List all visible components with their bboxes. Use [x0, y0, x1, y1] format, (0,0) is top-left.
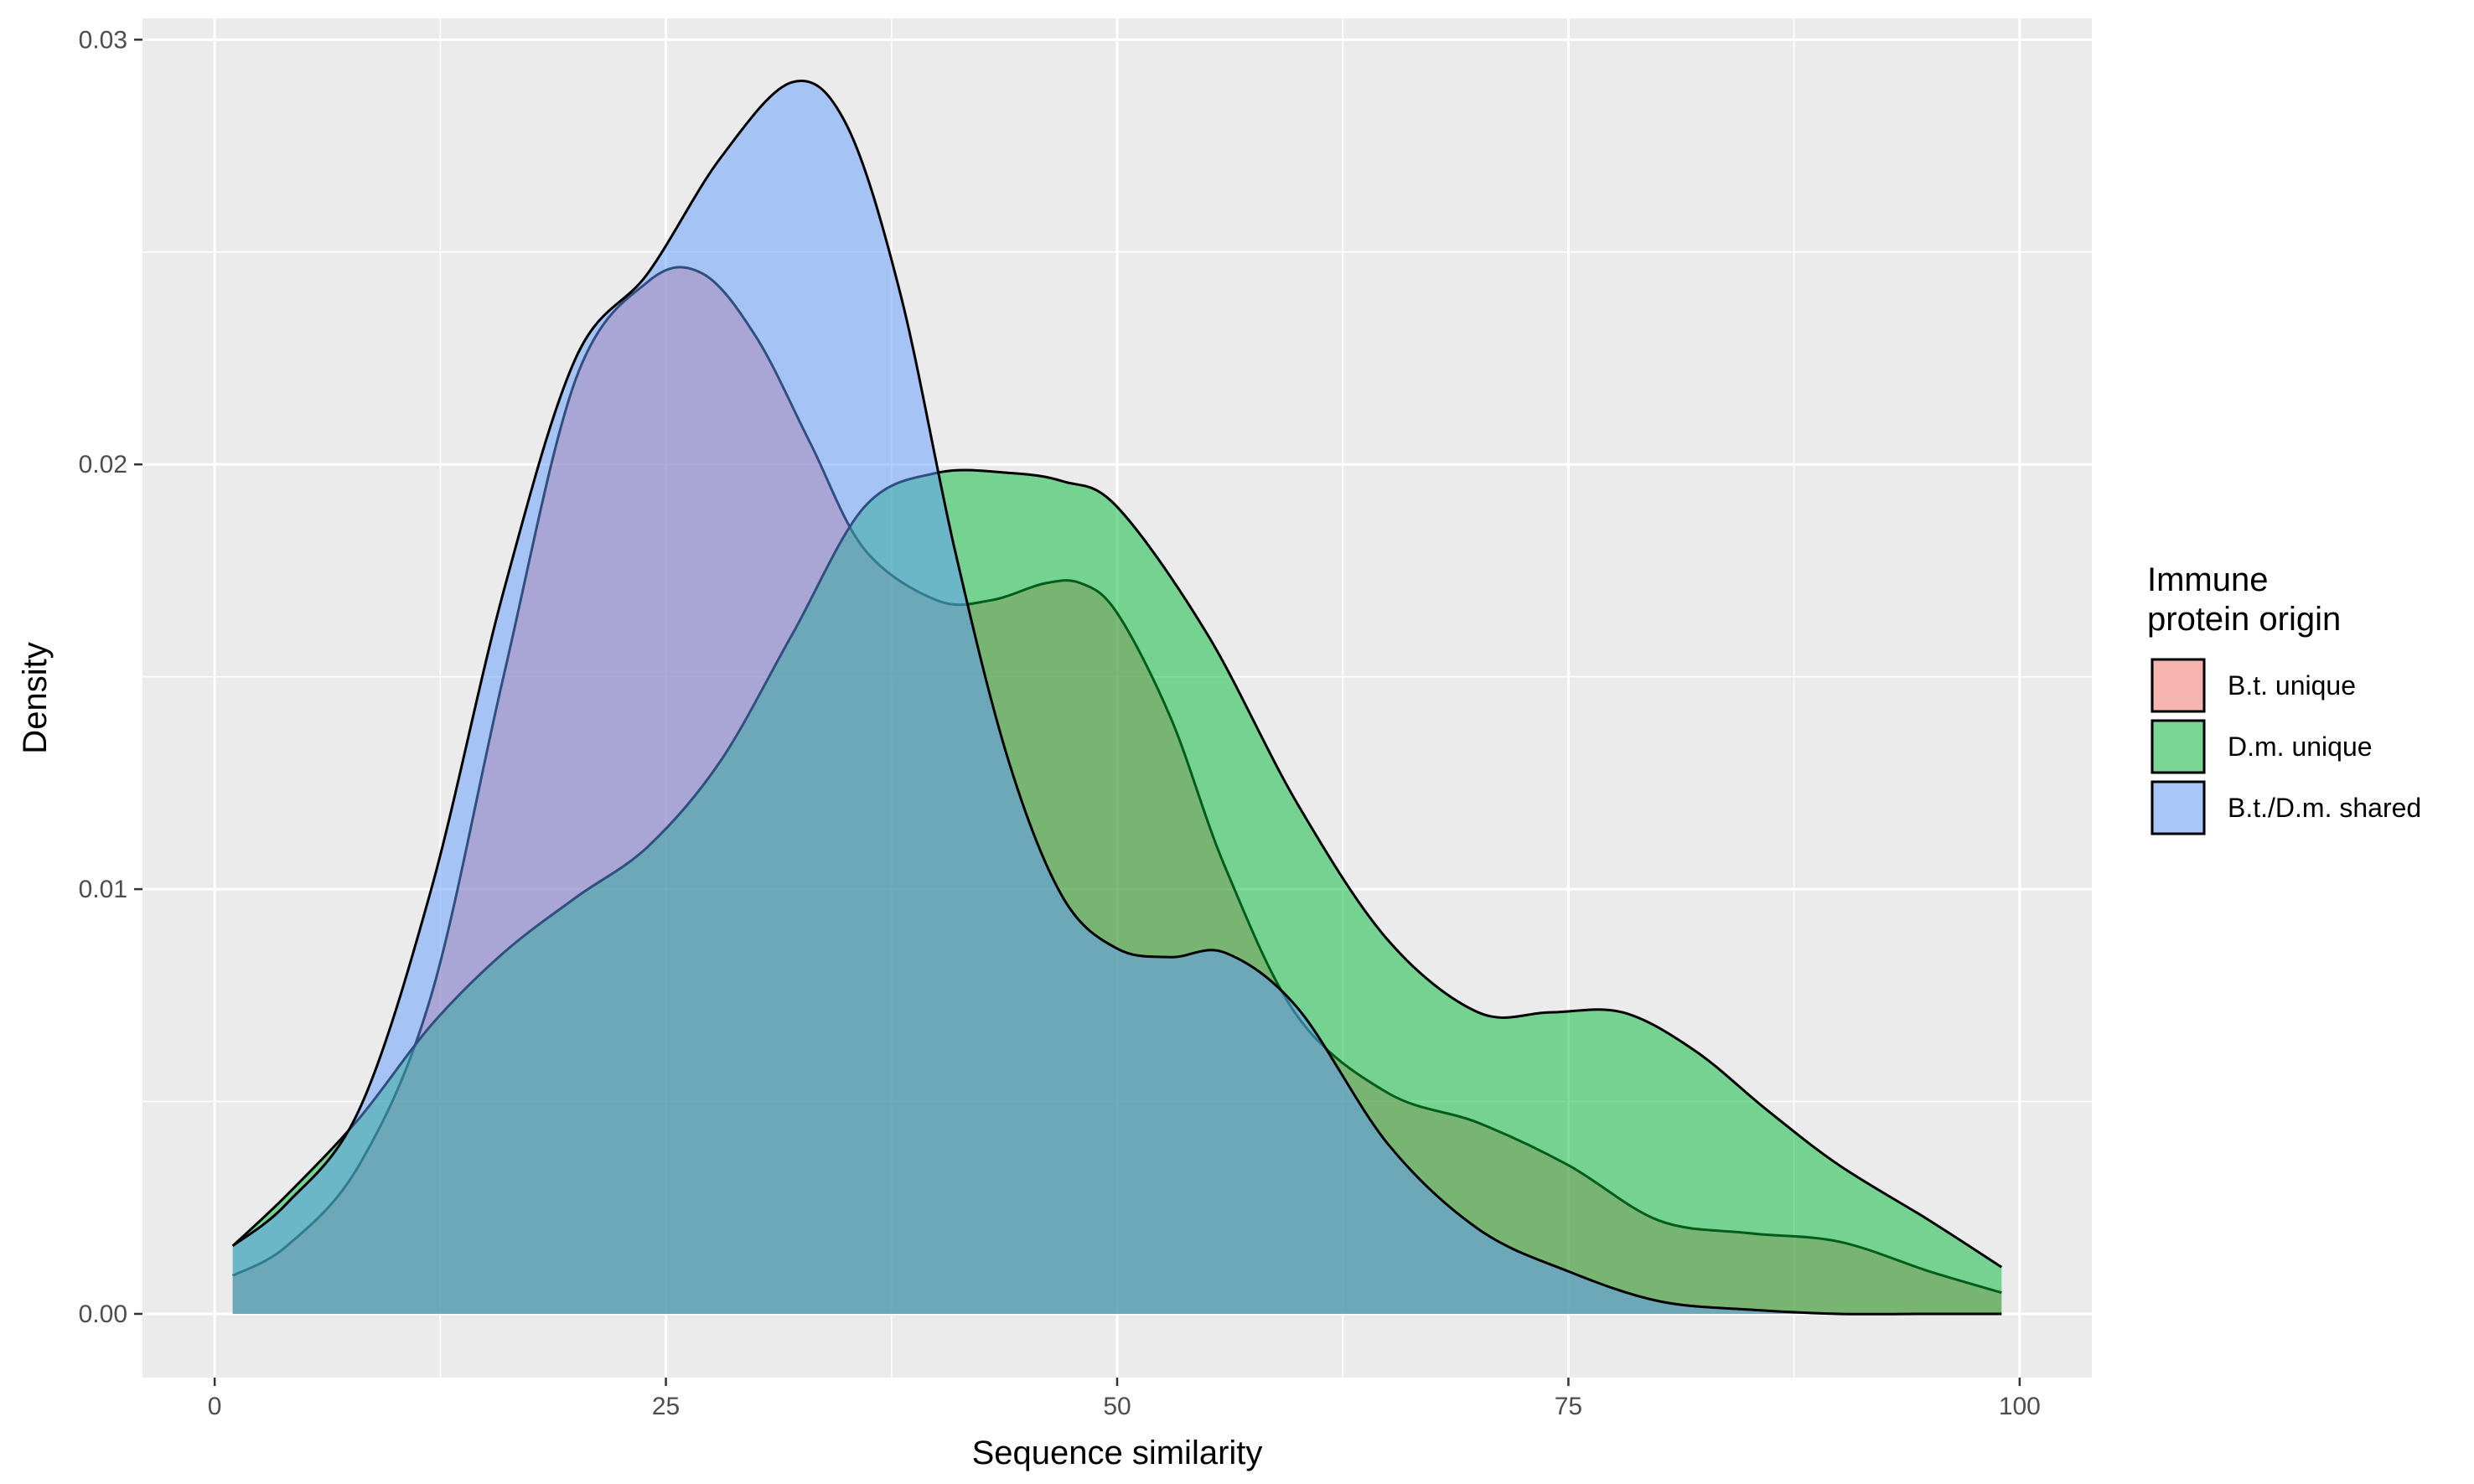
y-tick-label: 0.01: [79, 876, 127, 903]
legend: Immune protein origin B.t. unique D.m. un…: [2147, 561, 2421, 835]
y-tick-label: 0.00: [79, 1300, 127, 1328]
y-axis-title: Density: [17, 642, 54, 753]
x-tick-label: 75: [1555, 1393, 1582, 1420]
y-tick-label: 0.02: [79, 451, 127, 478]
legend-swatch-b-t-d-m-shared: [2151, 780, 2206, 835]
y-axis: 0.00 0.01 0.02 0.03: [79, 26, 142, 1328]
legend-swatch-b-t-unique: [2151, 658, 2206, 713]
x-tick-label: 100: [1999, 1393, 2041, 1420]
x-tick-label: 25: [652, 1393, 680, 1420]
x-tick-label: 50: [1103, 1393, 1131, 1420]
x-axis: 0 25 50 75 100: [208, 1378, 2041, 1420]
legend-swatch-d-m-unique: [2151, 719, 2206, 774]
density-area-b-t-d-m-shared: [232, 80, 2002, 1315]
density-line-b-t-d-m-shared: [231, 80, 2002, 1316]
legend-title-line-2: protein origin: [2147, 601, 2341, 638]
legend-label-b-t-d-m-shared: B.t./D.m. shared: [2228, 793, 2421, 823]
legend-title-line-1: Immune: [2147, 561, 2269, 598]
y-tick-label: 0.03: [79, 26, 127, 54]
x-tick-label: 0: [208, 1393, 222, 1420]
legend-label-d-m-unique: D.m. unique: [2228, 732, 2373, 762]
legend-label-b-t-unique: B.t. unique: [2228, 670, 2356, 701]
density-areas: [231, 80, 2003, 1316]
x-axis-title: Sequence similarity: [972, 1435, 1263, 1471]
